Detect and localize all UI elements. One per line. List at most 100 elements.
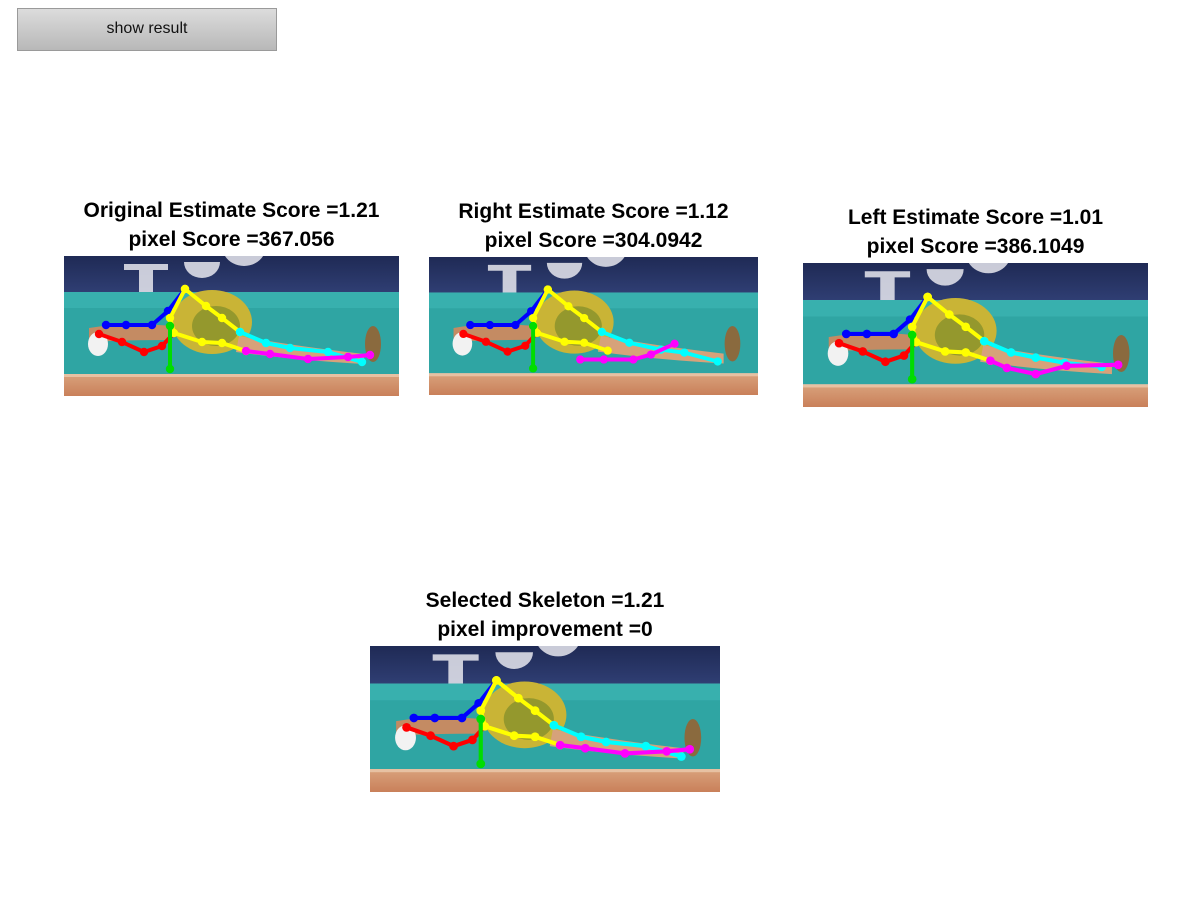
original-pixel-score: pixel Score =367.056 bbox=[128, 228, 335, 251]
skeleton-right-arm-joint-1 bbox=[481, 337, 491, 346]
right-estimate-title: Right Estimate Score =1.12 pixel Score =… bbox=[429, 197, 758, 255]
court-floor bbox=[429, 373, 758, 395]
court-floor bbox=[370, 769, 720, 792]
skeleton-right-leg-joint-2 bbox=[629, 355, 638, 364]
right-estimate-panel: Right Estimate Score =1.12 pixel Score =… bbox=[429, 197, 758, 395]
skeleton-right-leg-joint-0 bbox=[576, 355, 585, 364]
skeleton-torso-line bbox=[910, 294, 993, 363]
skeleton-left-leg-joint-0 bbox=[235, 327, 245, 337]
floor-line bbox=[370, 769, 720, 773]
skeleton-neck-joint-1 bbox=[476, 759, 486, 769]
skeleton-left-arm-joint-2 bbox=[457, 713, 467, 723]
skeleton-torso-joint-1 bbox=[907, 322, 917, 332]
skeleton-right-arm-joint-2 bbox=[503, 347, 512, 356]
skeleton-right-leg-joint-2 bbox=[1031, 369, 1041, 379]
skeleton-right-arm-joint-2 bbox=[449, 741, 458, 751]
left-pixel-score: pixel Score =386.1049 bbox=[866, 235, 1085, 258]
skeleton-head-joint-0 bbox=[180, 284, 190, 294]
selected-skeleton-title: Selected Skeleton =1.21 pixel improvemen… bbox=[370, 586, 720, 644]
athlete-jersey-shadow bbox=[554, 306, 602, 346]
skeleton-head-line bbox=[183, 287, 242, 334]
skeleton-left-leg-joint-2 bbox=[601, 737, 611, 747]
skeleton-neck-joint-0 bbox=[165, 321, 175, 331]
skeleton-left-leg-joint-0 bbox=[597, 327, 606, 337]
skeleton-right-leg-joint-3 bbox=[1062, 361, 1071, 371]
skeleton-left-leg-joint-4 bbox=[676, 752, 686, 761]
original-estimate-score: Original Estimate Score =1.21 bbox=[83, 199, 380, 222]
right-pose-image bbox=[429, 257, 758, 395]
skeleton-left-arm-joint-0 bbox=[466, 320, 475, 330]
skeleton-left-arm-joint-0 bbox=[101, 320, 111, 330]
banner-logo bbox=[432, 646, 578, 684]
skeleton-right-leg-joint-1 bbox=[580, 743, 590, 753]
skeleton-right-leg-joint-3 bbox=[662, 746, 672, 756]
skeleton-torso-joint-1 bbox=[528, 313, 538, 323]
athlete-jersey-shadow bbox=[192, 306, 240, 346]
athlete-jersey-shadow bbox=[503, 698, 554, 740]
skeleton-right-arm-joint-3 bbox=[521, 341, 530, 350]
left-shoe bbox=[452, 331, 473, 356]
skeleton-right-leg-joint-4 bbox=[1113, 360, 1123, 370]
athlete-jersey-shadow bbox=[934, 314, 985, 356]
skeleton-head-joint-2 bbox=[961, 322, 971, 332]
left-estimate-score: Left Estimate Score =1.01 bbox=[847, 206, 1104, 229]
skeleton-right-arm-joint-2 bbox=[881, 357, 890, 367]
skeleton-right-leg-joint-1 bbox=[265, 349, 275, 359]
show-result-button[interactable]: show result bbox=[17, 8, 277, 51]
skeleton-torso-joint-4 bbox=[530, 732, 540, 742]
skeleton-torso-joint-4 bbox=[217, 338, 227, 348]
floor-line bbox=[803, 384, 1148, 388]
skeleton-right-arm-joint-0 bbox=[402, 722, 411, 732]
skeleton-head-joint-2 bbox=[580, 313, 589, 323]
skeleton-right-arm-joint-1 bbox=[858, 347, 868, 356]
skeleton-left-arm-joint-3 bbox=[474, 698, 484, 708]
skeleton-neck-joint-0 bbox=[528, 321, 538, 331]
skeleton-head-joint-0 bbox=[543, 285, 552, 294]
skeleton-head-joint-2 bbox=[217, 313, 227, 323]
skeleton-left-arm-joint-1 bbox=[485, 320, 495, 330]
skeleton-neck-joint-0 bbox=[476, 714, 486, 724]
skeleton-left-arm-joint-3 bbox=[527, 307, 536, 316]
skeleton-right-leg-joint-1 bbox=[599, 355, 608, 364]
skeleton-torso-joint-3 bbox=[197, 337, 207, 347]
selected-pixel-improvement: pixel improvement =0 bbox=[437, 618, 653, 641]
banner-logo bbox=[487, 257, 625, 293]
skeleton-torso-joint-4 bbox=[580, 338, 589, 347]
skeleton-right-arm-joint-2 bbox=[139, 347, 149, 357]
original-estimate-title: Original Estimate Score =1.21 pixel Scor… bbox=[64, 196, 399, 254]
skeleton-right-leg-joint-4 bbox=[670, 339, 679, 348]
skeleton-left-leg-joint-1 bbox=[1006, 348, 1016, 357]
skeleton-head-line bbox=[494, 678, 556, 728]
skeleton-head-line bbox=[925, 294, 987, 344]
skeleton-left-arm-joint-0 bbox=[409, 713, 419, 723]
skeleton-right-leg-joint-3 bbox=[343, 352, 353, 362]
court-floor bbox=[64, 374, 399, 396]
skeleton-head-joint-0 bbox=[923, 292, 932, 302]
skeleton-overlay bbox=[834, 292, 1123, 384]
skeleton-right-arm-joint-3 bbox=[468, 735, 477, 745]
skeleton-torso-line bbox=[531, 287, 610, 353]
skeleton-overlay bbox=[94, 284, 375, 374]
skeleton-left-leg-joint-1 bbox=[576, 732, 586, 742]
skeleton-left-leg-joint-1 bbox=[625, 338, 634, 347]
skeleton-left-leg-joint-1 bbox=[261, 338, 271, 348]
banner-logo bbox=[864, 263, 1009, 301]
court-floor bbox=[803, 384, 1148, 407]
skeleton-head-joint-1 bbox=[513, 693, 523, 703]
skeleton-right-arm-joint-3 bbox=[899, 351, 909, 360]
skeleton-right-arm-joint-1 bbox=[426, 731, 435, 741]
left-shoe bbox=[827, 341, 849, 366]
skeleton-right-arm-joint-0 bbox=[834, 338, 844, 348]
skeleton-right-arm-joint-0 bbox=[459, 329, 468, 339]
skeleton-left-leg-joint-4 bbox=[357, 357, 367, 367]
skeleton-right-leg-joint-2 bbox=[303, 354, 313, 364]
left-pose-image bbox=[803, 263, 1148, 407]
skeleton-right-leg-joint-1 bbox=[1002, 363, 1012, 373]
skeleton-head-joint-1 bbox=[564, 302, 573, 311]
skeleton-left-leg-joint-2 bbox=[1031, 353, 1041, 362]
skeleton-left-arm-joint-3 bbox=[163, 306, 173, 316]
skeleton-left-arm-joint-2 bbox=[147, 320, 157, 330]
skeleton-torso-joint-5 bbox=[603, 346, 612, 355]
skeleton-right-leg-joint-0 bbox=[241, 346, 251, 356]
